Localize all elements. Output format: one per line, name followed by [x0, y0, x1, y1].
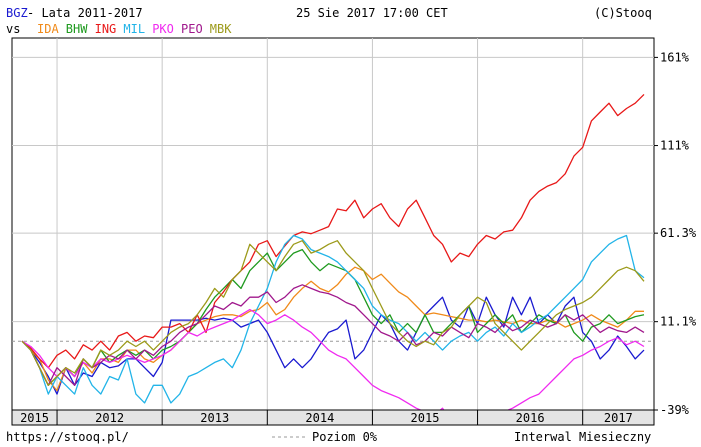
legend-entry-ida: IDA — [37, 22, 59, 36]
x-tick-label: 2015 — [411, 411, 440, 425]
baseline-legend-label: Poziom 0% — [312, 430, 378, 444]
legend: IDA BHW ING MIL PKO PEO MBK — [37, 22, 232, 36]
symbol-label: BGZ — [6, 6, 28, 20]
series-line-pko — [21, 308, 645, 422]
y-tick-label: 61.3% — [660, 226, 697, 240]
period-label: - Lata 2011-2017 — [27, 6, 143, 20]
x-tick-label: 2014 — [305, 411, 334, 425]
legend-entry-mbk: MBK — [210, 22, 232, 36]
legend-entry-bhw: BHW — [66, 22, 88, 36]
datetime-label: 25 Sie 2017 17:00 CET — [296, 6, 448, 20]
series-line-peo — [21, 284, 645, 386]
interval-label: Interwal Miesieczny — [514, 430, 651, 444]
series-layer — [21, 93, 645, 422]
x-axis: 2015 2012 2013 2014 2015 2016 2017 — [20, 410, 633, 425]
x-tick-label: 2017 — [604, 411, 633, 425]
series-line-bgz — [21, 296, 645, 395]
legend-entry-ing: ING — [95, 22, 117, 36]
x-tick-label: 2013 — [200, 411, 229, 425]
plot-area — [11, 37, 655, 411]
series-line-mbk — [21, 240, 645, 386]
x-tick-label: 2016 — [516, 411, 545, 425]
legend-entry-mil: MIL — [123, 22, 145, 36]
vs-label: vs — [6, 22, 20, 36]
source-link[interactable]: https://stooq.pl/ — [6, 430, 129, 444]
series-line-ing — [21, 93, 645, 369]
series-line-mil — [21, 234, 645, 404]
y-tick-label: 111% — [660, 139, 690, 153]
y-tick-label: 161% — [660, 50, 690, 64]
chart-header: BGZ - Lata 2011-2017 25 Sie 2017 17:00 C… — [6, 6, 652, 36]
x-tick-label: 2012 — [95, 411, 124, 425]
legend-entry-peo: PEO — [181, 22, 203, 36]
grid — [12, 38, 654, 411]
copyright-label: (C)Stooq — [594, 6, 652, 20]
y-tick-label: 11.1% — [660, 315, 697, 329]
y-tick-label: -39% — [660, 403, 690, 417]
chart-footer: https://stooq.pl/ Poziom 0% Interwal Mie… — [6, 430, 651, 444]
y-axis: 161% 111% 61.3% 11.1% -39% — [654, 50, 697, 417]
legend-entry-pko: PKO — [152, 22, 174, 36]
x-axis-band — [11, 409, 655, 426]
x-tick-label: 2015 — [20, 411, 49, 425]
